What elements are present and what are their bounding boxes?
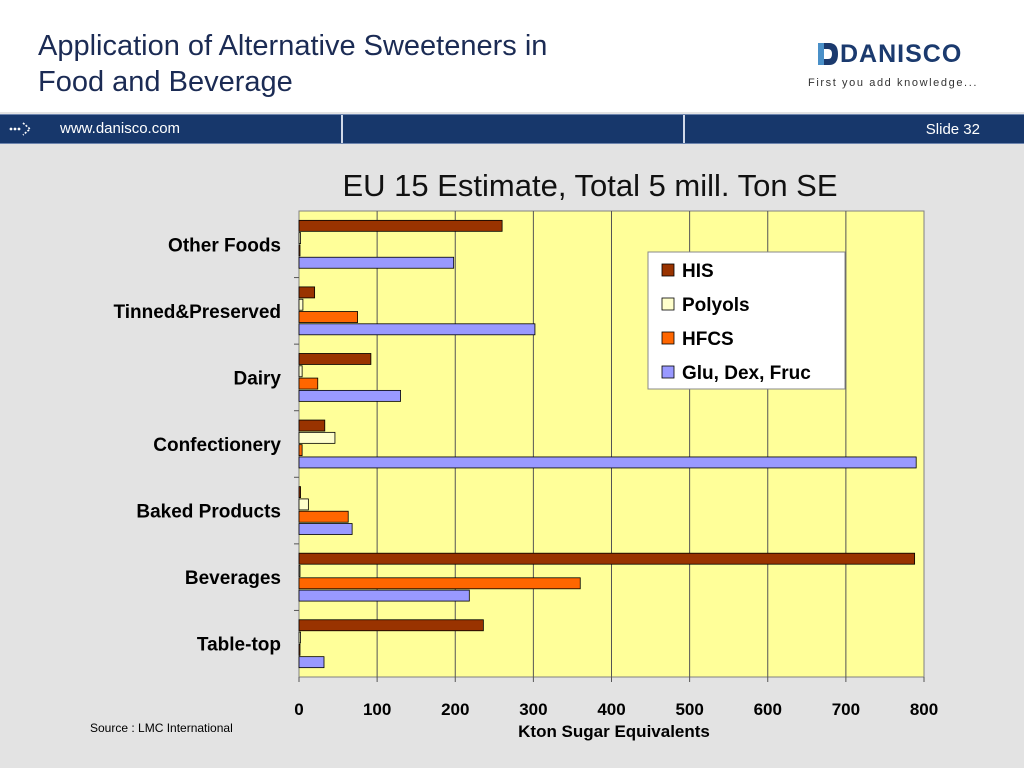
bar <box>298 219 503 232</box>
x-tick-label: 800 <box>910 700 938 719</box>
legend-label: Glu, Dex, Fruc <box>682 363 811 384</box>
website-link[interactable]: www.danisco.com <box>60 120 181 137</box>
x-tick-label: 300 <box>519 700 547 719</box>
x-tick-label: 200 <box>441 700 469 719</box>
nav-bar: www.danisco.com Slide 32 <box>0 114 1024 144</box>
arrow-right-icon <box>9 122 32 136</box>
bar <box>298 510 349 523</box>
bar <box>298 456 917 469</box>
x-tick-label: 100 <box>363 700 391 719</box>
danisco-logo-icon <box>818 43 838 65</box>
bar <box>298 656 325 669</box>
bar <box>298 486 301 499</box>
bar <box>298 631 301 644</box>
category-label: Tinned&Preserved <box>113 302 281 323</box>
legend-swatch <box>661 331 675 345</box>
brand-name: DANISCO <box>840 40 963 68</box>
bar <box>298 377 319 390</box>
x-axis-label: Kton Sugar Equivalents <box>518 722 710 741</box>
nav-divider <box>683 115 685 143</box>
bar <box>298 552 916 565</box>
slide-title: Application of Alternative Sweeteners in… <box>38 30 548 98</box>
x-tick-label: 400 <box>597 700 625 719</box>
legend-box <box>647 251 846 390</box>
bar <box>298 353 372 365</box>
legend-label: Polyols <box>682 295 750 316</box>
bar <box>298 365 303 378</box>
bar <box>298 323 536 336</box>
category-label: Other Foods <box>168 235 281 256</box>
x-tick-label: 600 <box>754 700 782 719</box>
category-label: Dairy <box>233 368 281 389</box>
nav-divider <box>341 115 343 143</box>
bar <box>298 244 301 257</box>
bar <box>298 619 484 632</box>
x-tick-label: 500 <box>675 700 703 719</box>
category-label: Table-top <box>197 635 281 656</box>
bar <box>298 419 326 432</box>
bar <box>298 389 401 402</box>
bar <box>298 565 301 577</box>
category-label: Confectionery <box>153 435 281 456</box>
source-note: Source : LMC International <box>90 721 233 735</box>
category-label: Beverages <box>185 568 281 589</box>
bar <box>298 431 336 444</box>
bar <box>298 498 309 511</box>
bar <box>298 444 303 457</box>
bar <box>298 311 358 323</box>
bar <box>298 286 316 299</box>
brand-tagline: First you add knowledge... <box>808 77 979 89</box>
category-label: Baked Products <box>136 502 281 523</box>
bar <box>298 232 301 245</box>
legend-label: HFCS <box>682 329 734 350</box>
slide-number: Slide 32 <box>925 121 980 138</box>
slide-header: Application of Alternative Sweeteners in… <box>0 0 1024 112</box>
bar <box>298 643 301 656</box>
bar <box>298 523 353 535</box>
legend-swatch <box>661 263 675 277</box>
legend-swatch <box>661 297 675 311</box>
bar <box>298 589 470 602</box>
x-tick-label: 0 <box>294 700 303 719</box>
x-tick-label: 700 <box>832 700 860 719</box>
bar <box>298 298 304 311</box>
legend-label: HIS <box>682 261 714 282</box>
bar <box>298 256 455 269</box>
danisco-logo: DANISCO First you add knowledge... <box>808 40 998 100</box>
bar <box>298 577 581 590</box>
legend-swatch <box>661 365 675 379</box>
chart-title: EU 15 Estimate, Total 5 mill. Ton SE <box>342 168 837 203</box>
